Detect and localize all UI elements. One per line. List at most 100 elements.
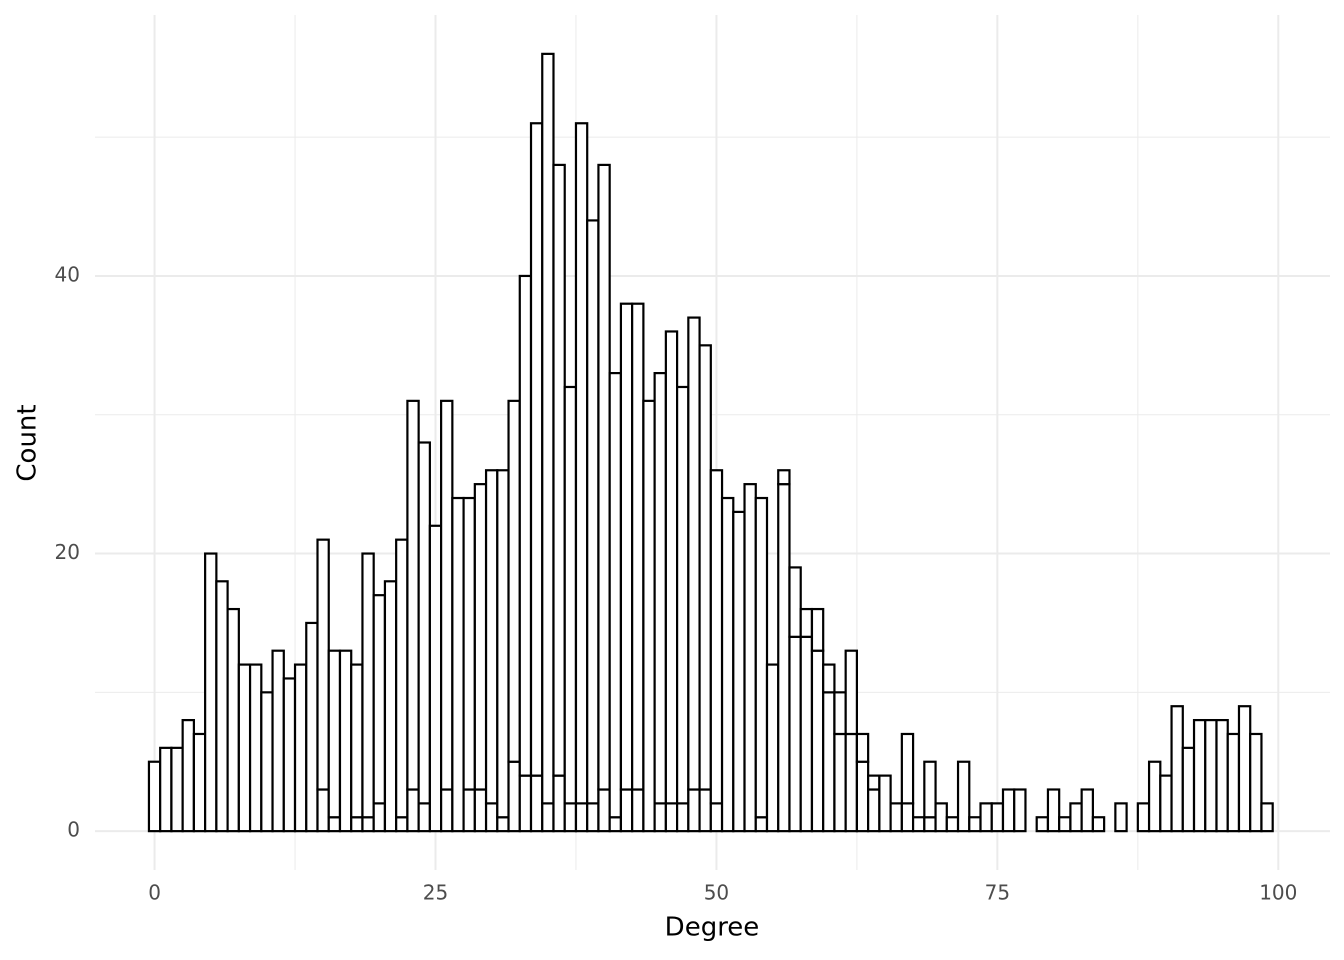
x-tick-label: 50 bbox=[704, 881, 729, 905]
bar bbox=[1080, 788, 1094, 833]
bar bbox=[743, 483, 757, 833]
bar bbox=[855, 732, 870, 763]
bar bbox=[215, 580, 229, 833]
bar bbox=[1013, 788, 1027, 833]
bar bbox=[305, 621, 319, 833]
bar bbox=[754, 816, 769, 833]
bar bbox=[619, 302, 634, 791]
bar bbox=[1058, 816, 1072, 833]
bar bbox=[844, 732, 859, 833]
bar bbox=[687, 316, 701, 791]
bar bbox=[226, 607, 240, 833]
bar bbox=[631, 788, 645, 833]
bar bbox=[1260, 802, 1274, 833]
bar bbox=[653, 802, 667, 833]
bar bbox=[473, 483, 488, 791]
bar bbox=[945, 816, 960, 833]
bar bbox=[698, 788, 712, 833]
y-axis-title: Count bbox=[13, 404, 43, 481]
bar bbox=[361, 552, 375, 819]
bar bbox=[732, 510, 746, 833]
bar bbox=[529, 122, 544, 777]
bar bbox=[788, 566, 802, 638]
bar bbox=[833, 732, 847, 833]
bar bbox=[563, 385, 578, 805]
bar bbox=[586, 802, 600, 833]
bar bbox=[484, 802, 499, 833]
bar bbox=[934, 802, 948, 833]
bar bbox=[451, 496, 465, 833]
x-tick-label: 25 bbox=[423, 881, 448, 905]
bar bbox=[518, 274, 533, 777]
bar bbox=[810, 649, 825, 833]
bar bbox=[608, 372, 623, 819]
bar bbox=[204, 552, 218, 833]
bar bbox=[1046, 788, 1061, 833]
bar bbox=[574, 122, 589, 805]
bar bbox=[1147, 760, 1162, 833]
bar bbox=[911, 816, 926, 833]
bar bbox=[350, 663, 364, 819]
bar bbox=[788, 635, 802, 833]
bar bbox=[383, 580, 398, 833]
bar bbox=[754, 496, 769, 819]
bar bbox=[552, 774, 566, 833]
bar bbox=[833, 691, 847, 736]
bar bbox=[979, 802, 993, 833]
bars bbox=[147, 52, 1274, 833]
bar bbox=[1249, 732, 1263, 833]
bar bbox=[642, 399, 656, 833]
bar bbox=[316, 788, 330, 833]
bar bbox=[1114, 802, 1128, 833]
bar bbox=[395, 538, 409, 819]
bar bbox=[664, 330, 679, 805]
bar bbox=[507, 760, 521, 833]
bar bbox=[799, 607, 814, 638]
bar bbox=[473, 788, 488, 833]
bar bbox=[316, 538, 330, 791]
bar bbox=[923, 816, 937, 833]
bar bbox=[484, 469, 499, 805]
bar bbox=[653, 372, 667, 805]
bar bbox=[529, 774, 544, 833]
bar bbox=[676, 385, 690, 805]
bar bbox=[619, 788, 634, 833]
bar bbox=[282, 677, 297, 833]
bar bbox=[889, 802, 903, 833]
bar bbox=[361, 816, 375, 833]
bar bbox=[810, 607, 825, 652]
bar bbox=[159, 746, 173, 833]
bar bbox=[1237, 705, 1252, 833]
x-tick-label: 75 bbox=[985, 881, 1010, 905]
y-tick-label: 40 bbox=[55, 262, 80, 286]
bar bbox=[417, 441, 431, 805]
labels: 0 25 50 75 100 0 20 40 bbox=[55, 262, 1298, 904]
bar bbox=[867, 788, 881, 833]
bar bbox=[440, 399, 454, 791]
bar bbox=[586, 219, 600, 805]
bar bbox=[597, 163, 611, 791]
bar bbox=[822, 663, 836, 694]
bar bbox=[956, 760, 971, 833]
bar bbox=[923, 760, 937, 819]
bar bbox=[676, 802, 690, 833]
bar bbox=[541, 52, 555, 805]
bar bbox=[271, 649, 285, 833]
bar bbox=[496, 816, 510, 833]
y-tick-label: 20 bbox=[55, 540, 80, 564]
bar bbox=[709, 469, 724, 805]
bar bbox=[1181, 746, 1196, 833]
bar bbox=[293, 663, 308, 833]
bar bbox=[1035, 816, 1050, 833]
bar bbox=[147, 760, 162, 833]
bar bbox=[777, 469, 791, 486]
bar bbox=[822, 691, 836, 833]
bar bbox=[574, 802, 589, 833]
bar bbox=[496, 469, 510, 819]
bar bbox=[428, 524, 443, 833]
bar bbox=[237, 663, 252, 833]
x-tick-label: 0 bbox=[148, 881, 161, 905]
bar bbox=[968, 816, 982, 833]
bar bbox=[462, 788, 476, 833]
